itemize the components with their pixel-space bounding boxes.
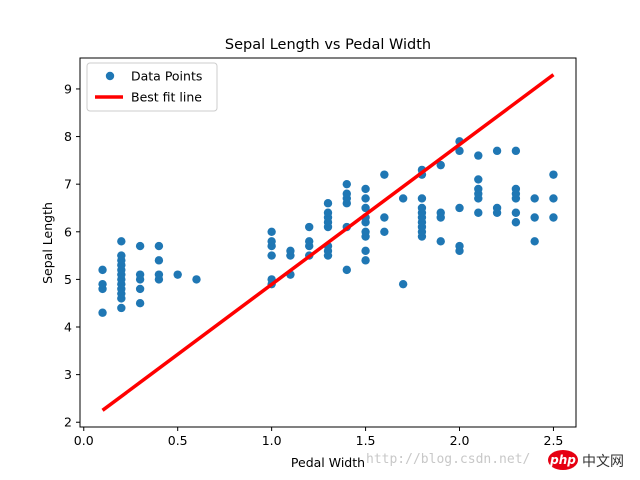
x-axis-label: Pedal Width bbox=[291, 455, 365, 470]
data-point bbox=[361, 256, 370, 265]
data-point bbox=[361, 203, 370, 213]
data-point bbox=[154, 241, 164, 251]
x-axis: 0.0 0.5 1.0 1.5 2.0 2.5 bbox=[74, 427, 564, 448]
y-tick-label: 6 bbox=[64, 224, 72, 239]
y-tick-label: 2 bbox=[64, 415, 72, 430]
legend-label-best-fit-line: Best fit line bbox=[131, 90, 202, 105]
data-point bbox=[98, 265, 107, 275]
x-tick-label: 2.5 bbox=[544, 433, 564, 448]
data-point bbox=[342, 265, 351, 275]
data-point bbox=[135, 270, 145, 279]
data-point bbox=[117, 303, 126, 313]
data-point bbox=[455, 203, 464, 213]
data-point bbox=[267, 251, 276, 260]
data-point bbox=[511, 146, 521, 156]
data-point bbox=[530, 213, 539, 222]
y-axis: 2 3 4 5 6 7 8 9 bbox=[64, 81, 80, 430]
data-point bbox=[305, 237, 314, 246]
y-tick-label: 4 bbox=[64, 320, 72, 335]
data-point bbox=[511, 184, 521, 194]
data-point bbox=[549, 194, 558, 203]
data-point bbox=[267, 237, 276, 246]
data-point bbox=[549, 213, 558, 222]
data-point bbox=[154, 256, 164, 265]
data-point bbox=[323, 208, 333, 217]
legend-marker-data-points bbox=[105, 71, 115, 81]
data-point bbox=[436, 237, 445, 246]
legend-box bbox=[86, 62, 218, 112]
data-point bbox=[398, 279, 408, 289]
legend-label-data-points: Data Points bbox=[131, 69, 202, 84]
y-tick-label: 3 bbox=[64, 367, 72, 382]
data-point bbox=[117, 251, 126, 260]
data-point bbox=[305, 222, 314, 232]
y-axis-label: Sepal Length bbox=[40, 202, 55, 284]
watermark-logo: php bbox=[548, 450, 578, 470]
data-point bbox=[361, 184, 370, 194]
watermark-cn-text: 中文网 bbox=[582, 454, 624, 470]
data-point bbox=[361, 246, 370, 256]
watermark-url: http://blog.csdn.net/ bbox=[366, 452, 531, 467]
data-point bbox=[192, 275, 201, 284]
plot-area bbox=[98, 73, 558, 412]
data-point bbox=[361, 194, 370, 203]
data-point bbox=[380, 227, 389, 236]
y-tick-label: 5 bbox=[64, 272, 72, 287]
x-tick-label: 1.0 bbox=[262, 433, 282, 448]
data-point bbox=[267, 227, 276, 236]
data-point bbox=[286, 246, 295, 256]
data-point bbox=[342, 189, 351, 198]
data-point bbox=[135, 241, 145, 251]
data-point bbox=[436, 160, 445, 170]
data-point bbox=[417, 203, 427, 213]
data-point bbox=[474, 151, 483, 160]
x-tick-label: 0.5 bbox=[168, 433, 188, 448]
data-point bbox=[361, 227, 370, 236]
x-tick-label: 2.0 bbox=[450, 433, 470, 448]
data-point bbox=[398, 194, 408, 203]
data-point bbox=[511, 208, 521, 217]
data-point bbox=[135, 284, 145, 294]
data-point bbox=[455, 146, 464, 156]
legend: Data Points Best fit line bbox=[86, 62, 218, 112]
data-point bbox=[530, 194, 539, 203]
y-tick-label: 9 bbox=[64, 81, 72, 96]
data-point bbox=[530, 237, 539, 246]
best-fit-line bbox=[101, 73, 555, 412]
data-point bbox=[455, 241, 464, 251]
axes-frame bbox=[79, 57, 577, 428]
data-point bbox=[380, 170, 389, 179]
data-point bbox=[154, 270, 164, 279]
data-point bbox=[173, 270, 182, 279]
data-point bbox=[98, 279, 107, 289]
data-point bbox=[492, 203, 502, 213]
data-point bbox=[511, 218, 521, 227]
data-point bbox=[474, 208, 483, 217]
data-point bbox=[549, 170, 558, 179]
y-tick-label: 8 bbox=[64, 129, 72, 144]
data-point bbox=[98, 308, 107, 317]
data-point bbox=[474, 184, 483, 194]
data-point bbox=[436, 208, 445, 217]
data-point bbox=[380, 213, 389, 222]
x-tick-label: 1.5 bbox=[356, 433, 376, 448]
y-tick-label: 7 bbox=[64, 177, 72, 192]
data-point bbox=[474, 175, 483, 184]
data-point bbox=[492, 146, 502, 156]
data-point bbox=[117, 237, 126, 246]
data-point bbox=[135, 299, 145, 308]
data-point bbox=[417, 194, 427, 203]
data-point bbox=[323, 199, 333, 208]
data-point bbox=[342, 179, 351, 189]
chart-title: Sepal Length vs Pedal Width bbox=[225, 37, 431, 53]
x-tick-label: 0.0 bbox=[74, 433, 94, 448]
